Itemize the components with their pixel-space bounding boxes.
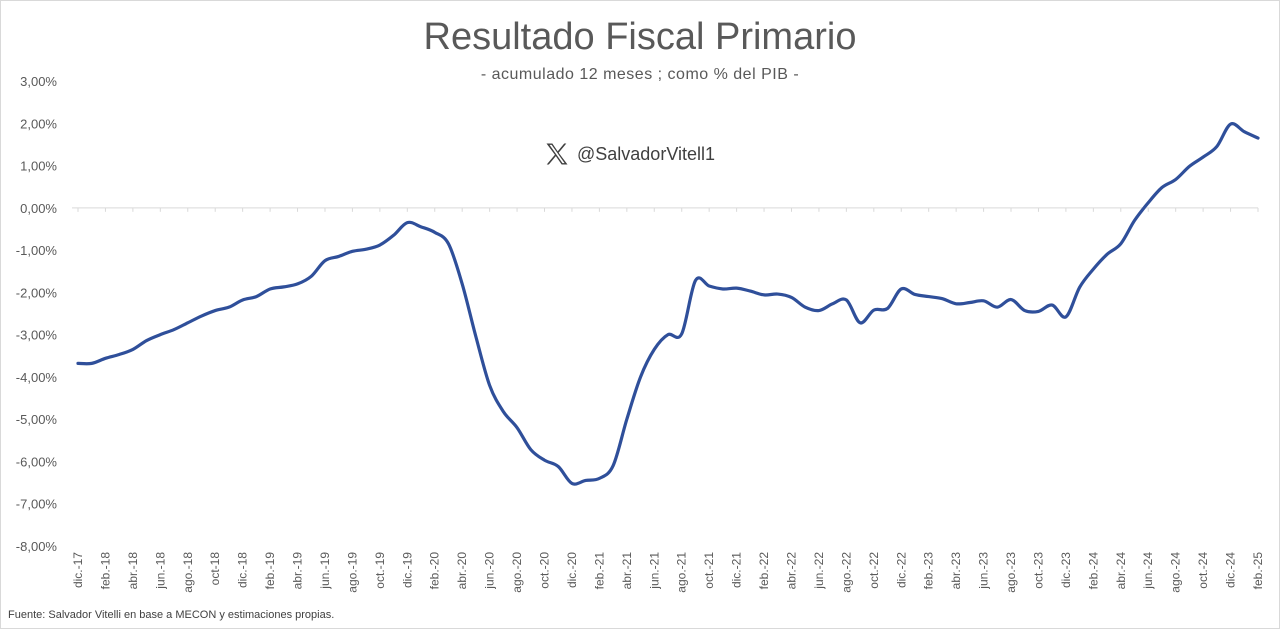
x-tick-label: abr.-22 <box>784 552 798 590</box>
x-tick-label: dic.-21 <box>730 552 744 588</box>
series-line <box>76 122 1260 486</box>
author-handle-text: @SalvadorVitell1 <box>577 143 716 164</box>
x-tick-label: abr.-21 <box>620 552 634 590</box>
x-tick-label: jun.-20 <box>483 552 497 590</box>
y-tick-label: 1,00% <box>20 159 57 174</box>
x-tick-label: ago.-20 <box>510 552 524 593</box>
x-tick-label: jun.-23 <box>977 552 991 590</box>
x-tick-label: jun.-18 <box>153 552 167 590</box>
source-note: Fuente: Salvador Vitelli en base a MECON… <box>8 609 335 621</box>
y-tick-label: 0,00% <box>20 201 57 216</box>
y-tick-label: -6,00% <box>16 454 58 469</box>
x-tick-label: abr.-20 <box>455 552 469 590</box>
x-tick-label: feb.-21 <box>592 552 606 590</box>
y-tick-label: -5,00% <box>16 412 58 427</box>
x-tick-label: oct.-22 <box>867 552 881 589</box>
chart-subtitle: - acumulado 12 meses ; como % del PIB - <box>480 66 800 83</box>
author-handle: @SalvadorVitell1 <box>543 140 715 168</box>
x-tick-label: feb.-19 <box>263 552 277 590</box>
x-tick-label: oct.-24 <box>1196 552 1210 589</box>
x-logo-icon <box>546 143 568 165</box>
x-tick-label: oct-18 <box>208 552 222 586</box>
x-tick-label: dic.-19 <box>400 552 414 588</box>
x-tick-label: oct.-19 <box>373 552 387 589</box>
x-tick-label: feb.-22 <box>757 552 771 590</box>
y-tick-label: -7,00% <box>16 497 58 512</box>
x-tick-label: abr.-24 <box>1114 552 1128 590</box>
x-tick-label: feb.-20 <box>428 552 442 590</box>
x-tick-label: ago.-24 <box>1169 552 1183 593</box>
x-tick-label: jun.-21 <box>647 552 661 590</box>
x-tick-label: feb.-23 <box>922 552 936 590</box>
x-tick-label: abr.-19 <box>291 552 305 590</box>
x-tick-label: jun.-24 <box>1141 552 1155 590</box>
x-tick-label: oct.-21 <box>702 552 716 589</box>
y-tick-label: -4,00% <box>16 370 58 385</box>
x-tick-label: jun.-19 <box>318 552 332 590</box>
x-tick-label: dic.-23 <box>1059 552 1073 588</box>
chart-title: Resultado Fiscal Primario <box>423 16 857 58</box>
x-tick-label: feb.-25 <box>1251 552 1265 590</box>
x-tick-label: ago.-23 <box>1004 552 1018 593</box>
x-tick-label: abr.-18 <box>126 552 140 590</box>
x-tick-label: dic.-20 <box>565 552 579 588</box>
x-tick-label: ago.-21 <box>675 552 689 593</box>
x-tick-label: dic.-18 <box>236 552 250 588</box>
x-tick-label: oct.-23 <box>1031 552 1045 589</box>
x-tick-label: dic.-17 <box>71 552 85 588</box>
x-tick-label: dic.-22 <box>894 552 908 588</box>
x-tick-label: feb.-24 <box>1086 552 1100 590</box>
y-tick-label: -1,00% <box>16 243 58 258</box>
x-tick-label: ago.-19 <box>345 552 359 593</box>
x-tick-label: feb.-18 <box>98 552 112 590</box>
x-tick-label: ago.-18 <box>181 552 195 593</box>
y-tick-label: -2,00% <box>16 285 58 300</box>
y-tick-label: 2,00% <box>20 116 57 131</box>
y-tick-label: 3,00% <box>20 74 57 89</box>
y-tick-label: -3,00% <box>16 328 58 343</box>
y-tick-label: -8,00% <box>16 539 58 554</box>
x-tick-label: abr.-23 <box>949 552 963 590</box>
x-tick-label: oct.-20 <box>538 552 552 589</box>
x-tick-label: jun.-22 <box>812 552 826 590</box>
x-tick-label: dic.-24 <box>1224 552 1238 588</box>
x-tick-label: ago.-22 <box>839 552 853 593</box>
